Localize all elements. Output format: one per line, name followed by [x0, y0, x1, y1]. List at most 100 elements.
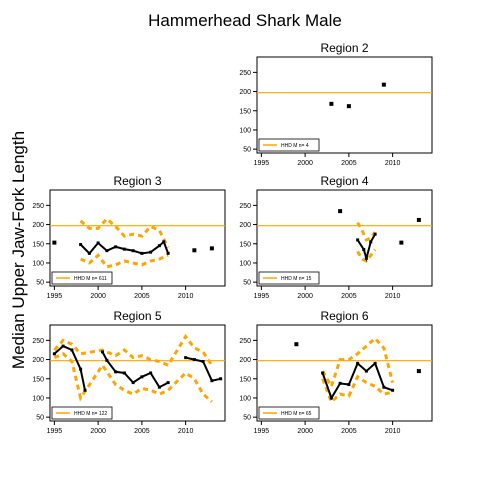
median-point: [61, 344, 65, 348]
y-tick-label: 50: [36, 280, 44, 287]
legend-label: HHD M n= 4: [281, 143, 309, 149]
x-tick-label: 1995: [254, 428, 270, 435]
median-point: [338, 381, 342, 385]
median-point: [166, 251, 170, 255]
data-point: [209, 246, 214, 251]
x-tick-label: 2005: [134, 293, 150, 300]
median-point: [219, 377, 223, 381]
y-tick-label: 200: [32, 222, 44, 229]
y-tick-label: 100: [239, 395, 251, 402]
upper-band: [53, 333, 214, 368]
y-axis-label: Median Upper Jaw-Fork Length: [9, 131, 28, 369]
median-point: [347, 383, 351, 387]
x-tick-label: 2010: [178, 428, 194, 435]
legend-label: HHD M n= 122: [74, 411, 107, 417]
median-point: [201, 359, 205, 363]
panel-frame: [256, 56, 433, 154]
y-tick-label: 250: [32, 203, 44, 210]
panel-region-5: Region 5 1995 2000 2005 2010 50 100 150 200 250 HH…: [32, 309, 226, 435]
x-tick-label: 2000: [297, 293, 313, 300]
data-point: [416, 369, 421, 374]
data-point: [294, 342, 299, 347]
y-tick-label: 200: [32, 357, 44, 364]
x-tick-label: 2005: [341, 428, 357, 435]
y-tick-label: 50: [243, 280, 251, 287]
panel-region-4: Region 4 1995 2000 2005 2010 50 100 150 200 250 HH…: [239, 174, 433, 300]
data-point: [416, 217, 421, 222]
y-tick-label: 50: [243, 415, 251, 422]
lower-band: [321, 374, 393, 405]
upper-band: [321, 336, 395, 391]
y-tick-label: 100: [32, 260, 44, 267]
median-point: [140, 375, 144, 379]
y-tick-label: 200: [239, 222, 251, 229]
median-point: [105, 358, 109, 362]
legend: HHD M n= 65: [258, 406, 320, 420]
median-point: [162, 240, 166, 244]
panel-region-2: Region 2 1995 2000 2005 2010 50 100 150 200 250 HH…: [239, 41, 433, 167]
median-point: [369, 240, 373, 244]
legend-box: [51, 406, 113, 420]
panel-region-6: Region 6 1995 2000 2005 2010 50 100 150 200 250 HH…: [239, 309, 433, 435]
panel-title: Region 6: [320, 309, 368, 323]
x-tick-label: 1995: [47, 293, 63, 300]
upper-band: [79, 216, 170, 249]
median-point: [157, 385, 161, 389]
y-tick-label: 250: [239, 203, 251, 210]
y-tick-label: 100: [32, 395, 44, 402]
legend-box: [258, 138, 320, 152]
median-point: [184, 356, 188, 360]
median-point: [373, 361, 377, 365]
y-tick-label: 150: [32, 376, 44, 383]
median-point: [122, 247, 126, 251]
y-tick-label: 250: [239, 70, 251, 77]
legend-box: [258, 271, 320, 285]
y-tick-label: 50: [243, 147, 251, 154]
median-point: [140, 251, 144, 255]
y-tick-label: 100: [239, 127, 251, 134]
median-point: [131, 249, 135, 253]
median-point: [79, 367, 83, 371]
median-point: [391, 388, 395, 392]
data-point: [346, 104, 351, 109]
median-point: [149, 250, 153, 254]
panel-title: Region 5: [113, 309, 161, 323]
median-point: [192, 358, 196, 362]
legend-label: HHD M n= 611: [74, 276, 107, 282]
lower-band: [79, 253, 169, 269]
legend-box: [258, 406, 320, 420]
median-point: [131, 381, 135, 385]
x-tick-label: 2000: [90, 293, 106, 300]
median-point: [356, 238, 360, 242]
median-point: [364, 369, 368, 373]
data-point: [192, 248, 197, 253]
panel-title: Region 4: [320, 174, 368, 188]
x-tick-label: 2000: [90, 428, 106, 435]
panel-region-3: Region 3 1995 2000 2005 2010 50 100 150 200 250 HH…: [32, 174, 226, 300]
x-tick-label: 2010: [385, 428, 401, 435]
legend: HHD M n= 122: [51, 406, 113, 420]
median-line: [321, 361, 393, 401]
median-point: [52, 352, 56, 356]
legend-label: HHD M n= 65: [281, 411, 312, 417]
median-point: [114, 245, 118, 249]
median-point: [101, 350, 104, 354]
median-point: [105, 249, 109, 253]
median-point: [70, 348, 74, 352]
median-point: [329, 396, 333, 400]
panel-title: Region 3: [113, 174, 161, 188]
y-tick-label: 150: [239, 241, 251, 248]
panel-frame: [49, 324, 226, 422]
panels: Region 2 1995 2000 2005 2010 50 100 150 200 250 HH…: [32, 41, 433, 435]
median-point: [87, 251, 91, 255]
x-tick-label: 2005: [134, 428, 150, 435]
y-tick-label: 200: [239, 89, 251, 96]
median-point: [364, 256, 368, 260]
median-point: [157, 244, 161, 248]
x-tick-label: 2010: [178, 293, 194, 300]
median-point: [166, 381, 170, 385]
median-point: [83, 388, 87, 392]
panel-frame: [49, 189, 226, 287]
legend: HHD M n= 15: [258, 271, 320, 285]
